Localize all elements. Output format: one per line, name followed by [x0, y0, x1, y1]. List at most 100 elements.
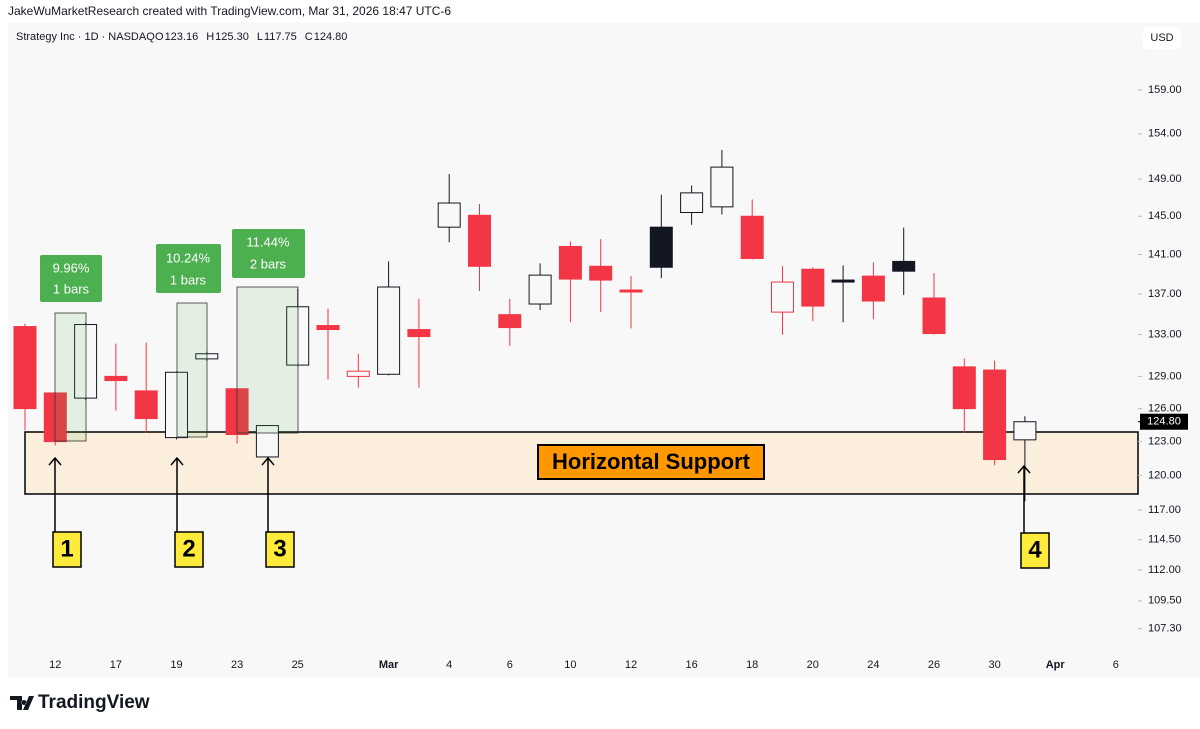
y-tick-label: 145.00	[1148, 210, 1182, 222]
ohlc-value: 123.16	[165, 31, 199, 43]
callout-arrow	[48, 456, 62, 532]
y-tick-label: 120.00	[1148, 469, 1182, 481]
callout-box	[265, 531, 295, 568]
last-price-bg	[1140, 413, 1188, 430]
x-tick-label: 6	[507, 659, 513, 671]
x-tick-label: 10	[564, 659, 576, 671]
ohlc-key: H	[206, 31, 214, 43]
candle-body	[619, 289, 643, 293]
logo-mark	[10, 696, 34, 710]
y-tick-label: 109.50	[1148, 595, 1182, 607]
candle-body	[165, 371, 188, 439]
candle-body	[498, 314, 522, 329]
support-label-bg	[537, 444, 765, 480]
candle-body	[13, 326, 37, 410]
candle-body	[680, 192, 704, 213]
y-tick-label: 117.00	[1148, 504, 1181, 516]
candle-body	[468, 214, 491, 267]
callout-label: 3	[273, 535, 286, 562]
candle-body	[952, 366, 976, 410]
callout-arrow	[1017, 464, 1031, 533]
currency-box	[1143, 27, 1181, 49]
measure-pct: 10.24%	[166, 250, 211, 265]
measure-label-bg	[156, 244, 221, 293]
candle-body	[649, 226, 673, 268]
callouts	[48, 456, 1050, 569]
candle-body	[801, 268, 825, 307]
last-price-label: 124.80	[1147, 416, 1181, 428]
measure-bars: 1 bars	[170, 272, 207, 287]
candle-body	[558, 245, 582, 280]
measure-label-bg	[232, 229, 305, 278]
x-tick-label: 12	[625, 659, 637, 671]
ohlc-value: 124.80	[314, 31, 348, 43]
x-tick-label: 17	[110, 659, 122, 671]
candle-body	[134, 390, 158, 420]
callout-label: 2	[182, 535, 195, 562]
y-tick-label: 123.00	[1148, 436, 1182, 448]
y-tick-label: 114.50	[1148, 534, 1181, 546]
candle-body	[922, 297, 946, 335]
x-tick-label: 26	[928, 659, 940, 671]
candle-body	[437, 202, 461, 228]
plot-bg	[8, 22, 1138, 677]
measure-label-bg	[40, 255, 102, 302]
callout-box	[52, 531, 82, 568]
y-tick-label: 137.00	[1148, 288, 1182, 300]
candle-body	[377, 286, 401, 375]
candle-body	[528, 274, 552, 305]
axis-bg	[1138, 22, 1200, 677]
x-tick-label: 12	[49, 659, 61, 671]
y-tick-label: 129.00	[1148, 370, 1182, 382]
ohlc-key: O	[155, 31, 164, 43]
candle-body	[740, 215, 764, 259]
y-tick-label: 159.00	[1148, 84, 1182, 96]
footer-brand: TradingView	[38, 692, 150, 713]
logo: TradingView	[10, 692, 150, 713]
measure-bars: 1 bars	[53, 281, 90, 296]
measure-pct: 11.44%	[246, 234, 290, 249]
candle-body	[407, 329, 431, 338]
candle-body	[316, 325, 340, 331]
x-tick-label: Mar	[379, 659, 399, 671]
candle-body	[983, 369, 1007, 461]
candle-body	[771, 281, 794, 313]
ohlc-value: 125.30	[215, 31, 249, 43]
ohlc-value: 117.75	[264, 31, 297, 43]
ohlc-key: C	[305, 31, 313, 43]
y-tick-label: 149.00	[1148, 173, 1182, 185]
candle-body	[255, 425, 279, 458]
x-tick-label: 25	[292, 659, 304, 671]
x-tick-label: 24	[867, 659, 879, 671]
callout-box	[174, 531, 204, 568]
callout-box	[1020, 532, 1050, 569]
measure-boxes: 9.96% 1 bars 10.24% 1 bars 11.44% 2 bars	[40, 229, 305, 442]
candle-body	[831, 279, 855, 283]
x-tick-label: Apr	[1046, 659, 1066, 671]
measure-pct: 9.96%	[53, 260, 90, 275]
callout-label: 4	[1028, 536, 1042, 563]
candle-body	[589, 265, 613, 281]
callout-label: 1	[60, 535, 73, 562]
y-tick-label: 133.00	[1148, 328, 1182, 340]
x-tick-label: 19	[170, 659, 182, 671]
x-tick-label: 30	[988, 659, 1000, 671]
callout-arrow	[170, 456, 184, 532]
y-tick-label: 107.30	[1148, 623, 1182, 635]
candle-body	[104, 375, 128, 382]
currency: USD	[1150, 32, 1173, 44]
candle-body	[1013, 421, 1037, 441]
symbol: Strategy Inc · 1D · NASDAQ	[16, 31, 155, 43]
y-tick-label: 112.00	[1148, 564, 1181, 576]
x-tick-label: 20	[807, 659, 819, 671]
candle-body	[892, 260, 916, 272]
x-tick-label: 16	[685, 659, 697, 671]
x-tick-label: 4	[446, 659, 452, 671]
credit: JakeWuMarketResearch created with Tradin…	[8, 4, 451, 18]
callout-arrow	[261, 456, 275, 532]
candle-body	[710, 166, 734, 208]
measure-box	[176, 302, 208, 438]
candle-body	[861, 275, 885, 302]
measure-bars: 2 bars	[250, 256, 287, 271]
